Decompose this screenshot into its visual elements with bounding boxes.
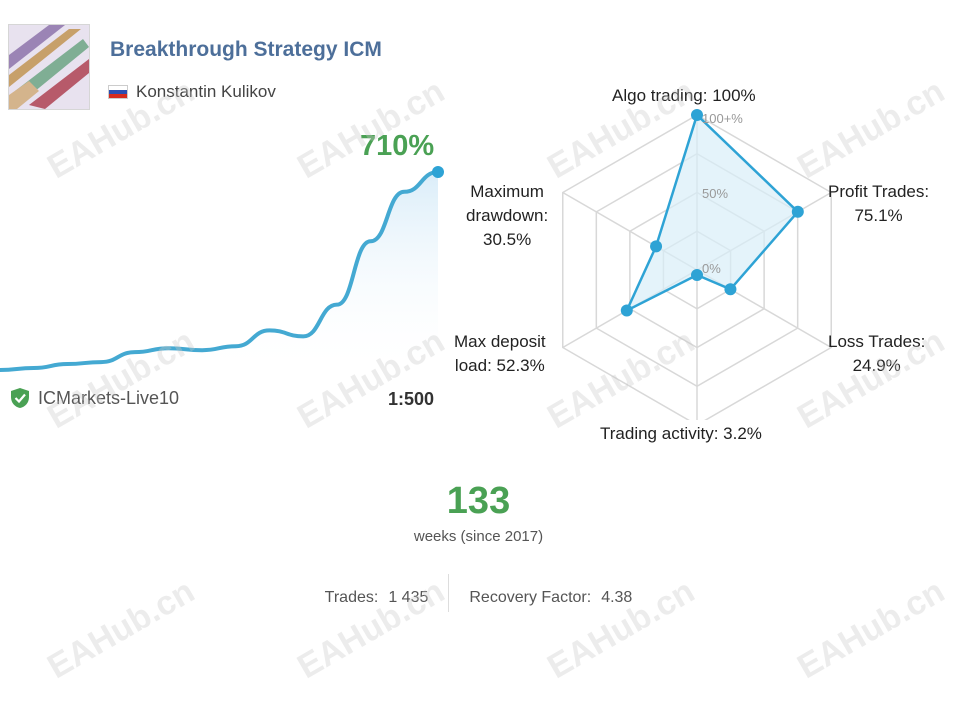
broker-name[interactable]: ICMarkets-Live10 xyxy=(38,387,180,408)
author-name[interactable]: Konstantin Kulikov xyxy=(136,82,276,101)
recovery-factor-label: Recovery Factor: xyxy=(469,589,592,606)
equity-line xyxy=(0,170,440,372)
radar-point-5 xyxy=(650,240,663,253)
author-row: Konstantin Kulikov xyxy=(108,82,276,102)
radar-points xyxy=(620,109,804,317)
shield-check-icon xyxy=(11,388,29,408)
ring-label-0: 0% xyxy=(702,261,721,276)
trades-label: Trades: xyxy=(324,589,379,606)
radar-label-maximum-drawdown: Maximum drawdown: 30.5% xyxy=(466,182,549,249)
ring-label-50: 50% xyxy=(702,186,728,201)
weeks-count: 133 xyxy=(446,480,511,522)
broker-row: ICMarkets-Live10 xyxy=(10,387,179,409)
trades-stat: Trades: 1 435 xyxy=(305,584,449,612)
equity-end-point xyxy=(432,166,444,178)
russia-flag-icon xyxy=(108,85,128,99)
stats-row: Trades: 1 435 Recovery Factor: 4.38 xyxy=(0,574,957,612)
radar-label-max-deposit-load: Max deposit load: 52.3% xyxy=(454,332,546,375)
leverage-value: 1:500 xyxy=(388,389,435,409)
radar-chart: 100+% 50% 0% xyxy=(562,109,832,420)
weeks-label: weeks (since 2017) xyxy=(413,528,544,545)
avatar[interactable] xyxy=(8,24,90,110)
growth-value: 710% xyxy=(360,130,435,162)
avatar-image xyxy=(9,25,89,109)
strategy-title[interactable]: Breakthrough Strategy ICM xyxy=(110,38,382,61)
radar-point-1 xyxy=(791,205,804,218)
radar-point-0 xyxy=(691,109,703,121)
radar-point-2 xyxy=(724,283,737,296)
recovery-factor-value: 4.38 xyxy=(601,589,633,606)
radar-label-algo-trading: Algo trading: 100% xyxy=(612,86,756,105)
equity-chart xyxy=(0,166,444,375)
ring-label-100: 100+% xyxy=(702,111,743,126)
recovery-factor-stat: Recovery Factor: 4.38 xyxy=(449,584,652,612)
radar-area xyxy=(624,112,800,314)
equity-area xyxy=(0,172,438,375)
radar-point-3 xyxy=(691,268,703,281)
trades-value: 1 435 xyxy=(388,589,429,606)
radar-label-loss-trades: Loss Trades: 24.9% xyxy=(828,332,926,375)
radar-point-4 xyxy=(620,304,633,317)
radar-label-trading-activity: Trading activity: 3.2% xyxy=(600,424,762,443)
stats-divider xyxy=(448,574,450,612)
radar-label-profit-trades: Profit Trades: 75.1% xyxy=(828,182,930,225)
